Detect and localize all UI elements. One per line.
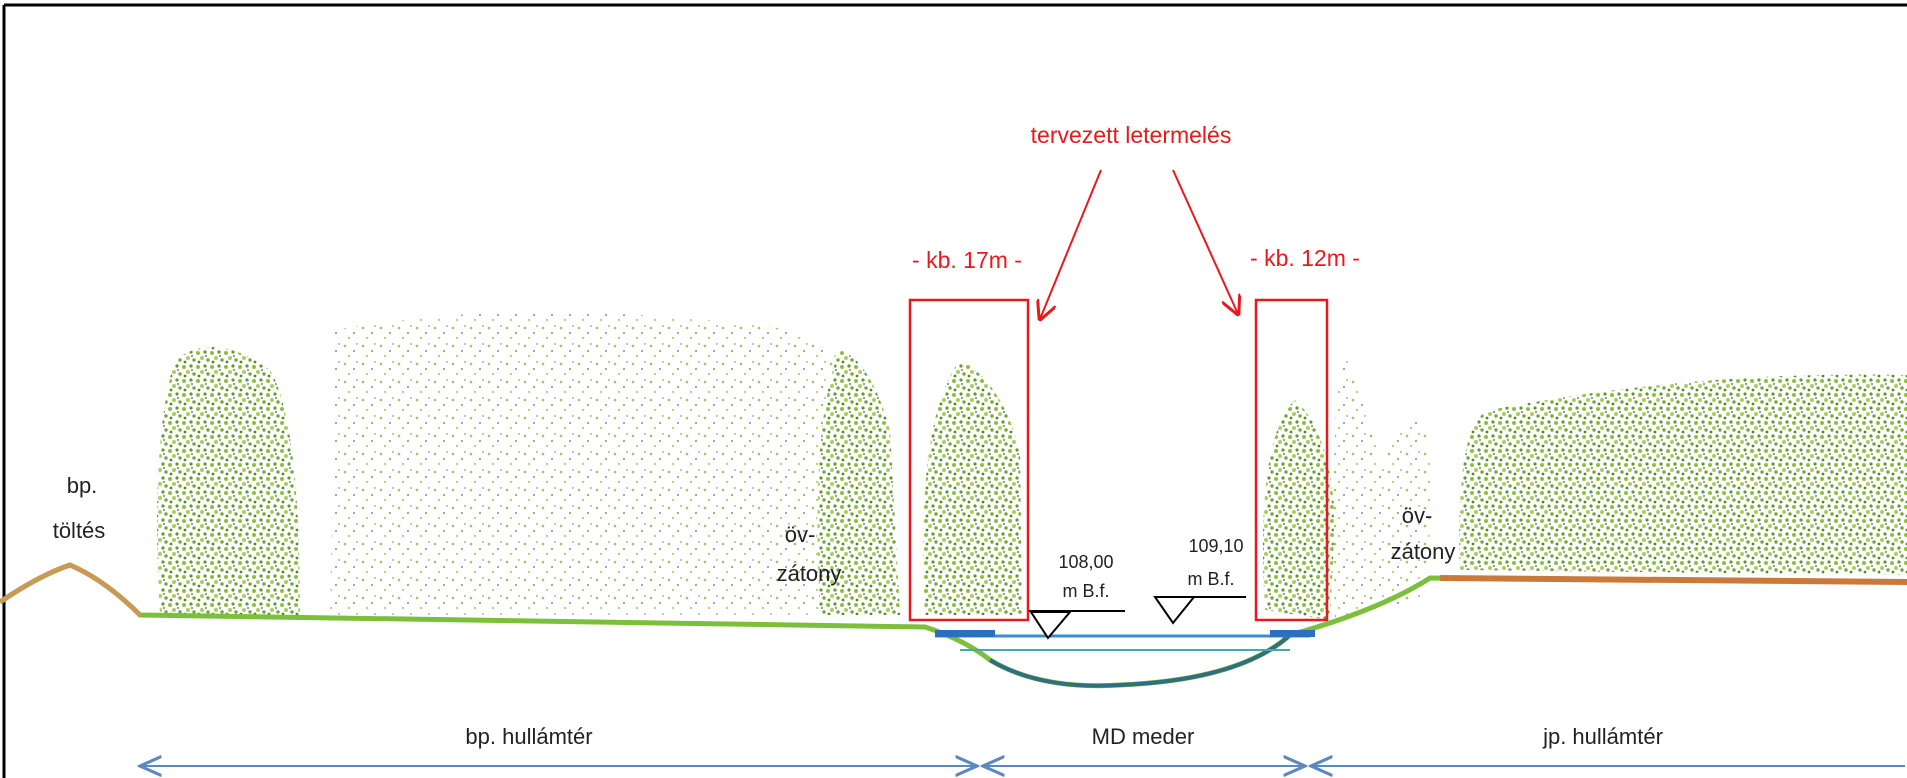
water-level: 109,10: [1188, 536, 1243, 556]
water-level: 108,00: [1058, 552, 1113, 572]
zone-label: bp. hullámtér: [465, 724, 592, 749]
title: tervezett letermelés: [1031, 122, 1232, 148]
water-levels: [1028, 596, 1246, 640]
zone-label: jp. hullámtér: [1542, 724, 1663, 749]
water-level-unit: m B.f.: [1187, 569, 1234, 589]
width-label: - kb. 17m -: [912, 247, 1022, 273]
label: töltés: [53, 518, 106, 543]
zone-label: MD meder: [1092, 724, 1195, 749]
label: zátony: [1391, 539, 1456, 564]
label: bp.: [67, 473, 98, 498]
frame: [2, 3, 1907, 778]
water-level-unit: m B.f.: [1062, 581, 1109, 601]
terrain: [0, 562, 1907, 689]
cut-zones: [908, 169, 1329, 622]
label: zátony: [777, 561, 842, 586]
vegetation: [157, 312, 1907, 620]
label: öv-: [785, 522, 816, 547]
label: öv-: [1402, 503, 1433, 528]
width-label: - kb. 12m -: [1250, 245, 1360, 271]
